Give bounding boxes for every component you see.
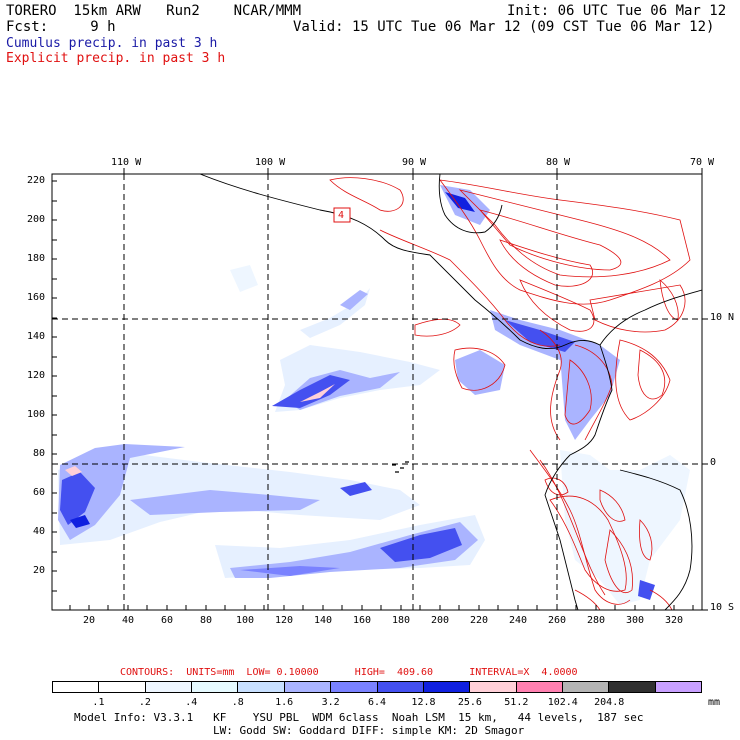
- colorbar-swatch: [99, 682, 146, 692]
- model-title: TORERO 15km ARW Run2 NCAR/MMM: [6, 3, 302, 19]
- x-tick-label: 40: [122, 615, 135, 626]
- colorbar-label: 3.2: [321, 697, 340, 708]
- y-tick-label: 140: [27, 331, 46, 342]
- colorbar-swatch: [238, 682, 285, 692]
- lon-label-110w: 110 W: [111, 157, 142, 168]
- colorbar-swatch: [516, 682, 563, 692]
- colorbar-label: 12.8: [411, 697, 436, 708]
- colorbar-label: 1.6: [275, 697, 294, 708]
- colorbar-label: 25.6: [457, 697, 482, 708]
- colorbar-label: .8: [231, 697, 244, 708]
- max-value-label: 4: [338, 210, 345, 221]
- model-info: Model Info: V3.3.1 KF YSU PBL WDM 6class…: [74, 711, 644, 724]
- lon-label-90w: 90 W: [402, 157, 427, 168]
- y-tick-label: 80: [33, 448, 46, 459]
- y-tick-label: 20: [33, 565, 46, 576]
- x-tick-label: 240: [509, 615, 528, 626]
- y-tick-label: 200: [27, 214, 46, 225]
- x-tick-label: 320: [665, 615, 684, 626]
- contour-info: CONTOURS: UNITS=mm LOW= 0.10000 HIGH= 40…: [120, 667, 578, 678]
- physics-info: LW: Godd SW: Goddard DIFF: simple KM: 2D…: [213, 724, 525, 737]
- forecast-hour: Fcst: 9 h: [6, 19, 116, 35]
- valid-time: Valid: 15 UTC Tue 06 Mar 12 (09 CST Tue …: [293, 19, 715, 35]
- lat-label-10n: 10 N: [710, 312, 735, 323]
- explicit-field-label: Explicit precip. in past 3 h: [6, 51, 226, 66]
- y-tick-label: 180: [27, 253, 46, 264]
- x-tick-label: 280: [587, 615, 606, 626]
- x-tick-label: 60: [161, 615, 174, 626]
- init-time: Init: 06 UTC Tue 06 Mar 12: [507, 3, 727, 19]
- coastlines: [199, 174, 702, 610]
- colorbar-swatch: [377, 682, 424, 692]
- x-tick-label: 80: [200, 615, 213, 626]
- x-tick-label: 300: [626, 615, 645, 626]
- x-tick-label: 180: [392, 615, 411, 626]
- colorbar-swatch: [192, 682, 239, 692]
- colorbar-label: .4: [185, 697, 198, 708]
- y-tick-label: 120: [27, 370, 46, 381]
- x-tick-label: 200: [431, 615, 450, 626]
- colorbar-swatch: [470, 682, 517, 692]
- colorbar-label: 51.2: [504, 697, 529, 708]
- x-tick-label: 120: [275, 615, 294, 626]
- colorbar-label: 204.8: [594, 697, 625, 708]
- colorbar-label: .2: [138, 697, 151, 708]
- x-tick-label: 140: [314, 615, 333, 626]
- lon-label-100w: 100 W: [255, 157, 286, 168]
- colorbar-label: 6.4: [368, 697, 387, 708]
- colorbar-swatch: [423, 682, 471, 692]
- explicit-precip-contours: [329, 177, 691, 610]
- colorbar-unit: mm: [708, 697, 721, 708]
- lon-label-80w: 80 W: [546, 157, 571, 168]
- colorbar-swatch: [655, 682, 702, 692]
- max-value-box: [333, 207, 351, 223]
- colorbar-swatch: [53, 682, 100, 692]
- x-tick-label: 220: [470, 615, 489, 626]
- colorbar-swatch: [145, 682, 193, 692]
- lat-label-0: 0: [710, 457, 717, 468]
- colorbar-swatch: [562, 682, 610, 692]
- latlon-grid: [52, 174, 702, 610]
- y-tick-label: 220: [27, 175, 46, 186]
- lon-label-70w: 70 W: [690, 157, 715, 168]
- x-tick-label: 100: [236, 615, 255, 626]
- cumulus-field-label: Cumulus precip. in past 3 h: [6, 36, 218, 51]
- colorbar-swatch: [284, 682, 332, 692]
- y-tick-label: 40: [33, 526, 46, 537]
- x-tick-label: 20: [83, 615, 96, 626]
- precip-shading: [58, 185, 690, 605]
- x-tick-label: 160: [353, 615, 372, 626]
- plot-frame: [51, 173, 703, 611]
- y-tick-label: 100: [27, 409, 46, 420]
- y-tick-label: 160: [27, 292, 46, 303]
- colorbar-swatch: [609, 682, 656, 692]
- x-tick-label: 260: [548, 615, 567, 626]
- lat-label-10s: 10 S: [710, 602, 735, 613]
- axis-ticks: [52, 168, 708, 611]
- colorbar-label: .1: [92, 697, 105, 708]
- colorbar: [52, 681, 702, 693]
- colorbar-label: 102.4: [547, 697, 578, 708]
- y-tick-label: 60: [33, 487, 46, 498]
- colorbar-swatch: [331, 682, 378, 692]
